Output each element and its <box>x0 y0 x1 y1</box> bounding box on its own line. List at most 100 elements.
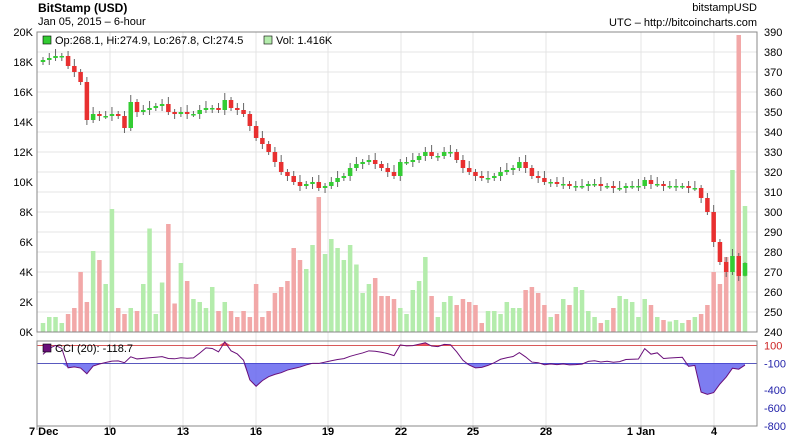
price-tick-label: 290 <box>764 227 782 239</box>
volume-bar <box>172 303 177 332</box>
candle-body <box>573 186 579 188</box>
volume-bar <box>297 260 303 332</box>
x-tick-label: 13 <box>177 426 189 437</box>
ohlc-legend-text: Op:268.1, Hi:274.9, Lo:267.8, Cl:274.5 <box>55 35 243 47</box>
volume-bar <box>379 296 384 332</box>
price-tick-label: 250 <box>764 307 782 319</box>
volume-bar <box>122 314 127 332</box>
volume-bar <box>686 320 691 332</box>
volume-legend-swatch <box>263 35 273 45</box>
candle-body <box>47 58 52 60</box>
candle-body <box>423 152 428 156</box>
candle-body <box>479 176 485 178</box>
candle-body <box>435 156 441 158</box>
volume-bar <box>586 311 591 332</box>
volume-bar <box>485 311 491 332</box>
volume-bar <box>178 263 184 332</box>
volume-bar <box>617 296 622 332</box>
chart-legend: Op:268.1, Hi:274.9, Lo:267.8, Cl:274.5 V… <box>42 35 333 355</box>
volume-bar <box>235 317 240 332</box>
price-tick-label: 260 <box>764 287 782 299</box>
candle-body <box>742 263 748 276</box>
candle-body <box>485 178 491 180</box>
candle-body <box>166 104 171 112</box>
chart-title: BitStamp (USD) <box>38 1 128 15</box>
volume-bar <box>448 296 453 332</box>
candle-body <box>291 176 296 182</box>
volume-bar <box>228 311 234 332</box>
volume-bar <box>554 314 560 332</box>
price-tick-label: 280 <box>764 247 782 259</box>
candle-body <box>122 116 127 128</box>
volume-bar <box>209 287 215 332</box>
candle-body <box>560 184 566 186</box>
volume-bar <box>648 305 654 332</box>
candle-body <box>72 66 77 72</box>
volume-bar <box>636 317 641 332</box>
candle-body <box>579 186 585 188</box>
candle-body <box>667 186 673 188</box>
volume-bar <box>529 287 535 332</box>
volume-bars <box>40 35 748 332</box>
candle-body <box>661 184 666 186</box>
volume-bar <box>360 293 365 332</box>
volume-bar <box>40 323 46 332</box>
volume-bar <box>109 209 115 332</box>
volume-bar <box>673 320 679 332</box>
volume-bar <box>247 317 253 332</box>
candle-body <box>329 182 334 186</box>
volume-bar <box>128 308 134 332</box>
candle-body <box>241 110 246 114</box>
candle-body <box>535 176 541 178</box>
candle-body <box>310 182 315 184</box>
candle-body <box>216 108 221 110</box>
volume-bar <box>579 290 585 332</box>
candle-body <box>247 114 253 126</box>
volume-bar <box>711 272 716 332</box>
volume-tick-label: 8K <box>20 207 34 219</box>
candle-body <box>322 186 328 188</box>
candle-body <box>260 138 265 144</box>
candle-body <box>285 172 290 176</box>
candle-body <box>103 116 108 118</box>
volume-legend-text: Vol: 1.416K <box>276 35 333 47</box>
candle-body <box>517 162 522 168</box>
volume-bar <box>303 269 309 332</box>
candle-body <box>228 100 234 108</box>
chart-axes: 240 250 260 270 280 290 300 310 320 330 340 350 360 3… <box>13 27 786 437</box>
price-tick-label: 240 <box>764 327 782 339</box>
volume-bar <box>53 317 58 332</box>
volume-bar <box>598 323 604 332</box>
candle-body <box>448 152 453 154</box>
chart-subtitle: Jan 05, 2015 – 6-hour <box>38 16 146 28</box>
candle-body <box>184 112 190 114</box>
x-tick-label: 10 <box>104 426 116 437</box>
candle-body <box>598 184 604 186</box>
candle-body <box>567 184 572 186</box>
volume-bar <box>592 317 597 332</box>
candle-body <box>341 176 347 178</box>
source-url: UTC – http://bitcoincharts.com <box>609 17 757 29</box>
candle-body <box>90 114 96 120</box>
volume-bar <box>498 314 503 332</box>
volume-bar <box>216 311 221 332</box>
candle-body <box>303 184 309 186</box>
volume-bar <box>542 305 547 332</box>
cci-tick-label: 100 <box>764 340 782 352</box>
volume-tick-label: 12K <box>13 147 33 159</box>
volume-bar <box>372 278 378 332</box>
volume-bar <box>354 264 359 332</box>
price-tick-label: 370 <box>764 67 782 79</box>
candle-body <box>466 168 472 172</box>
candle-body <box>636 186 641 188</box>
volume-bar <box>184 281 190 332</box>
candle-body <box>366 160 372 162</box>
price-tick-label: 330 <box>764 147 782 159</box>
volume-bar <box>661 320 666 332</box>
volume-bar <box>667 321 673 332</box>
volume-bar <box>347 245 353 332</box>
volume-tick-label: 2K <box>20 297 34 309</box>
volume-bar <box>335 248 340 332</box>
candle-body <box>178 112 184 114</box>
